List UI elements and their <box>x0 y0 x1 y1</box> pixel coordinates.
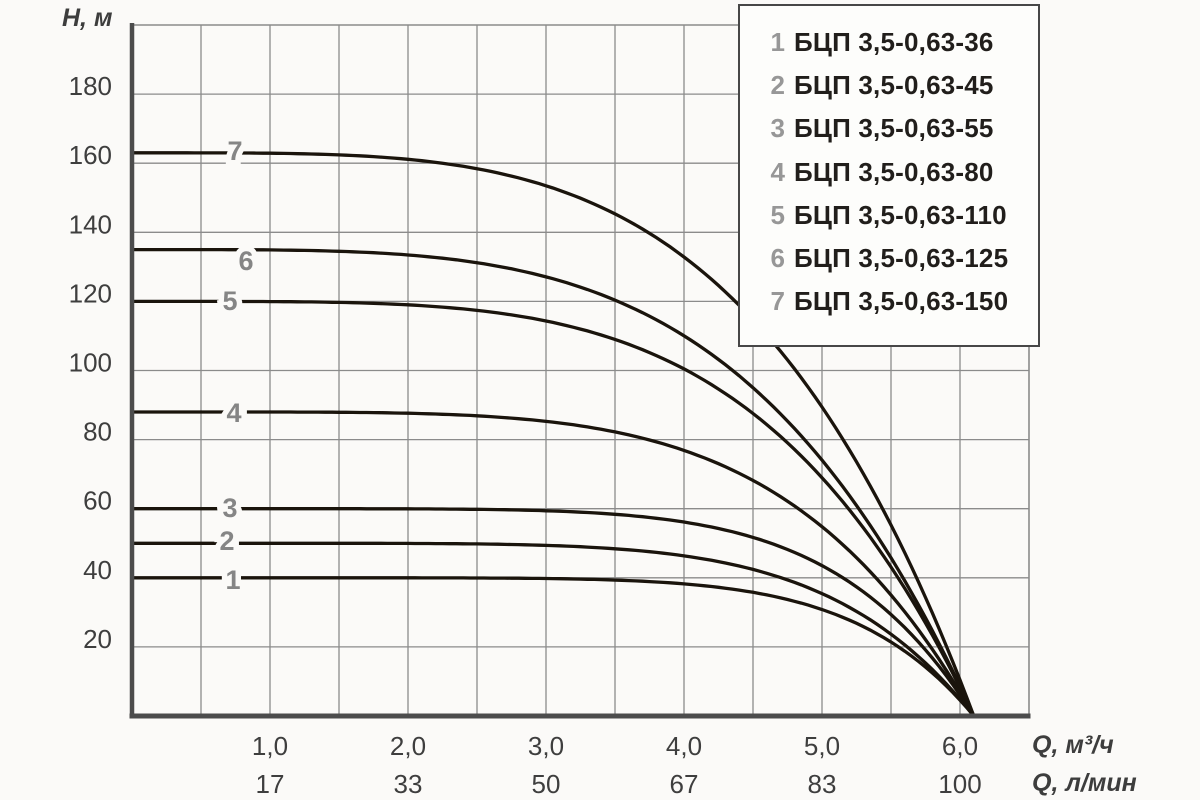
y-tick-label: 180 <box>69 71 112 101</box>
curve-label-7: 7 <box>227 136 242 166</box>
legend-pump-name: БЦП 3,5-0,63-80 <box>794 156 994 187</box>
x-tick-label-lmin: 100 <box>938 769 981 799</box>
x-tick-label-m3h: 3,0 <box>528 731 564 761</box>
x-tick-label-m3h: 1,0 <box>252 731 288 761</box>
legend-row-3: 3 БЦП 3,5-0,63-55 <box>765 107 1038 150</box>
pump-curve-5 <box>130 299 976 718</box>
y-tick-label: 140 <box>69 209 112 239</box>
y-tick-label: 60 <box>83 486 112 516</box>
y-tick-label: 160 <box>69 140 112 170</box>
legend-curve-number: 7 <box>770 286 785 317</box>
legend-pump-name: БЦП 3,5-0,63-45 <box>794 70 994 101</box>
curve-label-2: 2 <box>219 526 234 556</box>
legend-row-7: 7 БЦП 3,5-0,63-150 <box>765 280 1038 323</box>
curve-label-1: 1 <box>225 565 240 595</box>
curve-label-4: 4 <box>226 398 241 428</box>
pump-curve-7 <box>130 151 976 718</box>
x-tick-label-lmin: 67 <box>670 769 699 799</box>
legend: 1 БЦП 3,5-0,63-36 2 БЦП 3,5-0,63-45 3 БЦП 3,5… <box>738 4 1040 347</box>
y-tick-label: 40 <box>83 555 112 585</box>
x-tick-label-m3h: 2,0 <box>390 731 426 761</box>
legend-curve-number: 1 <box>770 27 785 57</box>
legend-row-2: 2 БЦП 3,5-0,63-45 <box>765 64 1038 107</box>
curve-label-6: 6 <box>238 246 253 276</box>
legend-pump-name: БЦП 3,5-0,63-110 <box>794 199 1007 230</box>
legend-pump-name: БЦП 3,5-0,63-36 <box>794 27 994 57</box>
legend-pump-name: БЦП 3,5-0,63-125 <box>794 242 1009 273</box>
x-tick-label-lmin: 83 <box>808 769 837 799</box>
x-tick-label-m3h: 6,0 <box>942 731 978 761</box>
pump-curve-1 <box>130 576 976 718</box>
y-tick-label: 20 <box>83 624 112 654</box>
legend-pump-name: БЦП 3,5-0,63-150 <box>794 286 1009 317</box>
x-tick-label-lmin: 50 <box>532 769 561 799</box>
legend-row-5: 5 БЦП 3,5-0,63-110 <box>765 194 1038 237</box>
y-tick-label: 120 <box>69 278 112 308</box>
legend-row-6: 6 БЦП 3,5-0,63-125 <box>765 237 1038 280</box>
legend-curve-number: 6 <box>770 242 785 273</box>
x-axis-label-lmin: Q, л/мин <box>1032 769 1137 797</box>
legend-curve-number: 4 <box>770 156 785 187</box>
legend-curve-number: 2 <box>770 70 785 101</box>
pump-curve-4 <box>130 410 976 718</box>
pump-curve-3 <box>130 507 976 718</box>
pump-curve-6 <box>130 247 976 718</box>
x-tick-label-m3h: 4,0 <box>666 731 702 761</box>
legend-pump-name: БЦП 3,5-0,63-55 <box>794 113 994 144</box>
legend-row-4: 4 БЦП 3,5-0,63-80 <box>765 151 1038 194</box>
y-axis-label: H, м <box>62 4 113 32</box>
x-tick-label-lmin: 33 <box>394 769 423 799</box>
pump-curve-2 <box>130 541 976 718</box>
curve-label-3: 3 <box>222 493 237 523</box>
y-tick-label: 100 <box>69 348 112 378</box>
x-tick-label-m3h: 5,0 <box>804 731 840 761</box>
y-tick-label: 80 <box>83 417 112 447</box>
curve-label-5: 5 <box>222 286 237 316</box>
legend-curve-number: 5 <box>770 199 785 230</box>
x-tick-label-lmin: 17 <box>256 769 285 799</box>
x-axis-label-m3h: Q, м³/ч <box>1032 731 1114 759</box>
legend-curve-number: 3 <box>770 113 785 144</box>
legend-row-1: 1 БЦП 3,5-0,63-36 <box>765 21 1038 64</box>
